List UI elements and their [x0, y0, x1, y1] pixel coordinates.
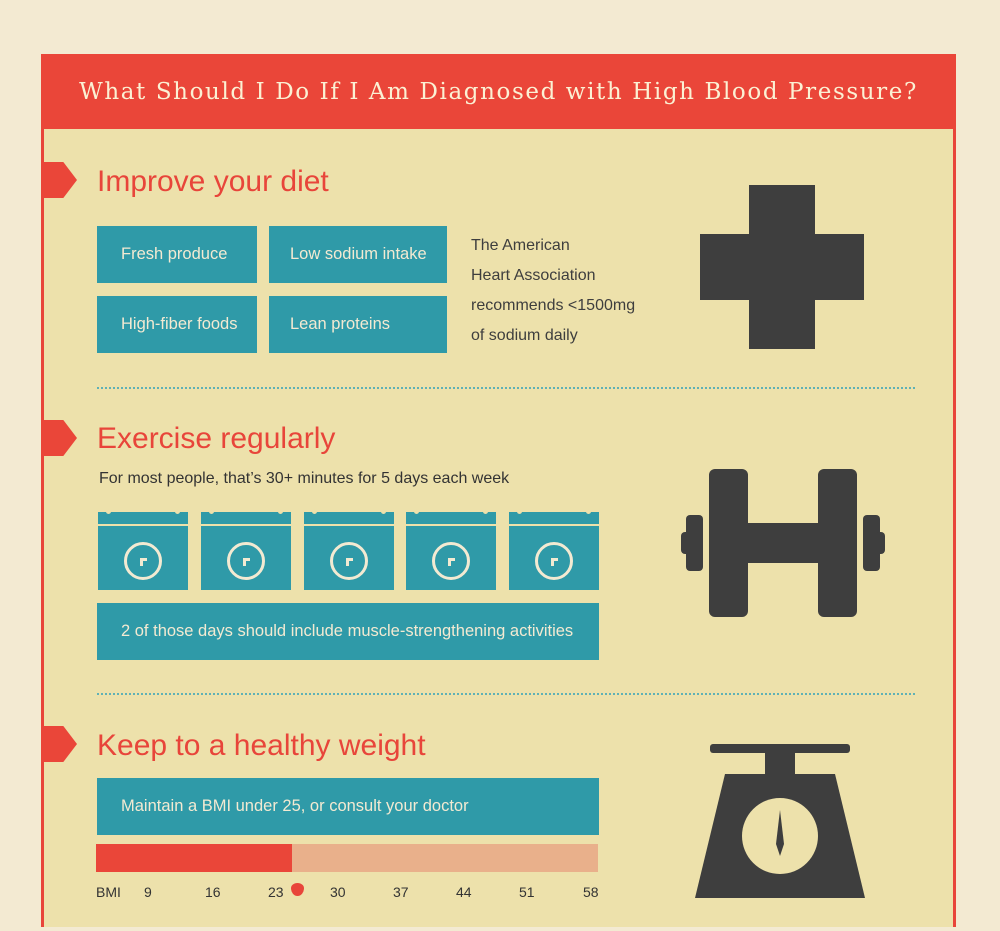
aha-line: of sodium daily: [471, 327, 578, 344]
aha-recommendation: The American Heart Association recommend…: [471, 231, 661, 351]
clock-icon: [227, 542, 265, 580]
bmi-healthy-range-bar: [96, 844, 292, 872]
diet-tile-lean-proteins: Lean proteins: [269, 296, 447, 353]
diet-tile-high-fiber: High-fiber foods: [97, 296, 257, 353]
bmi-label: BMI: [96, 884, 121, 900]
clock-icon: [432, 542, 470, 580]
bmi-tick: 16: [205, 884, 221, 900]
bmi-over-range-bar: [292, 844, 598, 872]
bmi-tick: 44: [456, 884, 472, 900]
bmi-tick: 9: [144, 884, 152, 900]
section-divider: [97, 693, 915, 695]
bmi-tick: 51: [519, 884, 535, 900]
clock-icon: [124, 542, 162, 580]
calendar-icon: [98, 509, 188, 590]
section-divider: [97, 387, 915, 389]
bmi-tick: 23: [268, 884, 284, 900]
bmi-tick: 58: [583, 884, 599, 900]
aha-line: recommends <1500mg: [471, 297, 636, 314]
exercise-title: Exercise regularly: [97, 422, 336, 455]
bmi-marker-dot: [291, 883, 304, 896]
diet-title: Improve your diet: [97, 165, 329, 198]
calendar-icon: [509, 509, 599, 590]
aha-line: Heart Association: [471, 267, 596, 284]
scale-icon: [695, 744, 865, 898]
diet-tile-fresh-produce: Fresh produce: [97, 226, 257, 283]
calendar-icon: [304, 509, 394, 590]
dumbbell-icon: [681, 469, 885, 617]
calendar-icon: [201, 509, 291, 590]
calendar-icon: [406, 509, 496, 590]
weight-banner: Maintain a BMI under 25, or consult your…: [97, 778, 599, 835]
exercise-banner: 2 of those days should include muscle-st…: [97, 603, 599, 660]
bmi-tick: 37: [393, 884, 409, 900]
page-title: What Should I Do If I Am Diagnosed with …: [41, 54, 956, 129]
clock-icon: [535, 542, 573, 580]
bmi-tick: 30: [330, 884, 346, 900]
medical-cross-icon: [700, 185, 864, 349]
clock-icon: [330, 542, 368, 580]
aha-line: The American: [471, 237, 570, 254]
exercise-subtitle: For most people, that’s 30+ minutes for …: [99, 470, 510, 487]
diet-tile-low-sodium: Low sodium intake: [269, 226, 447, 283]
weight-title: Keep to a healthy weight: [97, 729, 426, 762]
